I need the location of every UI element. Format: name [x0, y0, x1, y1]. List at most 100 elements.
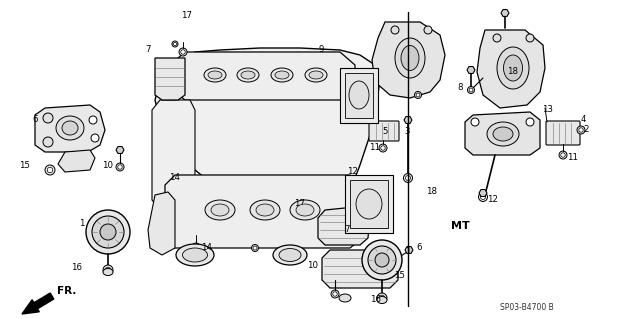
Circle shape [579, 128, 583, 132]
Circle shape [377, 293, 387, 303]
Text: 11: 11 [567, 153, 578, 162]
Text: 13: 13 [355, 186, 366, 195]
Text: 9: 9 [319, 46, 324, 55]
Ellipse shape [182, 248, 207, 262]
Circle shape [173, 42, 177, 46]
Polygon shape [155, 48, 380, 198]
Text: 11: 11 [369, 144, 380, 152]
Polygon shape [322, 250, 398, 288]
Ellipse shape [273, 245, 307, 265]
Circle shape [100, 224, 116, 240]
Circle shape [86, 210, 130, 254]
Circle shape [194, 245, 198, 249]
Circle shape [415, 92, 422, 99]
Text: 1: 1 [405, 248, 410, 256]
Ellipse shape [401, 46, 419, 70]
Ellipse shape [309, 71, 323, 79]
Text: 5: 5 [383, 127, 388, 136]
Ellipse shape [241, 71, 255, 79]
Text: 13: 13 [542, 106, 553, 115]
Polygon shape [152, 100, 195, 210]
Text: 17: 17 [182, 11, 193, 20]
Ellipse shape [493, 127, 513, 141]
Ellipse shape [275, 71, 289, 79]
Polygon shape [58, 150, 95, 172]
Circle shape [43, 137, 53, 147]
Circle shape [469, 88, 473, 92]
Circle shape [47, 167, 52, 173]
Ellipse shape [256, 204, 274, 216]
Circle shape [379, 144, 387, 152]
Circle shape [116, 163, 124, 171]
Circle shape [416, 93, 420, 97]
Circle shape [179, 48, 187, 56]
Ellipse shape [339, 294, 351, 302]
Text: 16: 16 [71, 263, 82, 272]
Polygon shape [405, 247, 413, 254]
Circle shape [362, 179, 369, 186]
Text: 6: 6 [416, 243, 422, 253]
Polygon shape [479, 189, 487, 197]
Ellipse shape [237, 68, 259, 82]
Ellipse shape [103, 269, 113, 276]
Ellipse shape [56, 116, 84, 140]
Text: MT: MT [451, 221, 470, 231]
Text: 6: 6 [33, 115, 38, 124]
Ellipse shape [305, 68, 327, 82]
Circle shape [559, 151, 567, 159]
Circle shape [252, 244, 259, 251]
Circle shape [375, 253, 389, 267]
Ellipse shape [349, 81, 369, 109]
Circle shape [365, 199, 371, 206]
Ellipse shape [204, 68, 226, 82]
Text: SP03-B4700 B: SP03-B4700 B [500, 303, 554, 313]
Ellipse shape [176, 244, 214, 266]
Ellipse shape [487, 122, 519, 146]
Text: 15: 15 [394, 271, 405, 279]
Text: 8: 8 [458, 83, 463, 92]
Circle shape [380, 295, 385, 301]
Ellipse shape [497, 47, 529, 89]
Ellipse shape [62, 121, 78, 135]
Polygon shape [477, 30, 545, 108]
Circle shape [526, 34, 534, 42]
Circle shape [403, 174, 413, 182]
Polygon shape [465, 112, 540, 155]
Circle shape [253, 246, 257, 250]
Ellipse shape [290, 200, 320, 220]
Circle shape [333, 292, 337, 296]
Circle shape [467, 86, 474, 93]
Text: 12: 12 [487, 196, 498, 204]
Circle shape [424, 26, 432, 34]
Text: 14: 14 [201, 243, 212, 253]
Polygon shape [404, 116, 412, 123]
FancyArrow shape [22, 293, 54, 314]
Ellipse shape [279, 249, 301, 262]
Text: 3: 3 [404, 127, 410, 136]
Text: 7: 7 [344, 226, 350, 234]
Text: FR.: FR. [57, 286, 76, 296]
Circle shape [406, 175, 410, 181]
FancyBboxPatch shape [546, 121, 580, 145]
Circle shape [381, 146, 385, 150]
Circle shape [103, 265, 113, 275]
Polygon shape [356, 187, 364, 193]
Text: 12: 12 [347, 167, 358, 176]
Text: 2: 2 [583, 125, 589, 135]
Polygon shape [467, 67, 475, 73]
Text: 4: 4 [581, 115, 586, 124]
FancyBboxPatch shape [369, 121, 399, 141]
Circle shape [45, 165, 55, 175]
Circle shape [481, 195, 486, 199]
Circle shape [181, 50, 185, 54]
Circle shape [526, 118, 534, 126]
Ellipse shape [356, 189, 382, 219]
Text: 16: 16 [370, 295, 381, 305]
Ellipse shape [377, 296, 387, 303]
Circle shape [172, 41, 178, 47]
Text: 1: 1 [79, 219, 85, 228]
Circle shape [577, 126, 585, 134]
Circle shape [43, 113, 53, 123]
Ellipse shape [211, 204, 229, 216]
Polygon shape [318, 206, 370, 245]
